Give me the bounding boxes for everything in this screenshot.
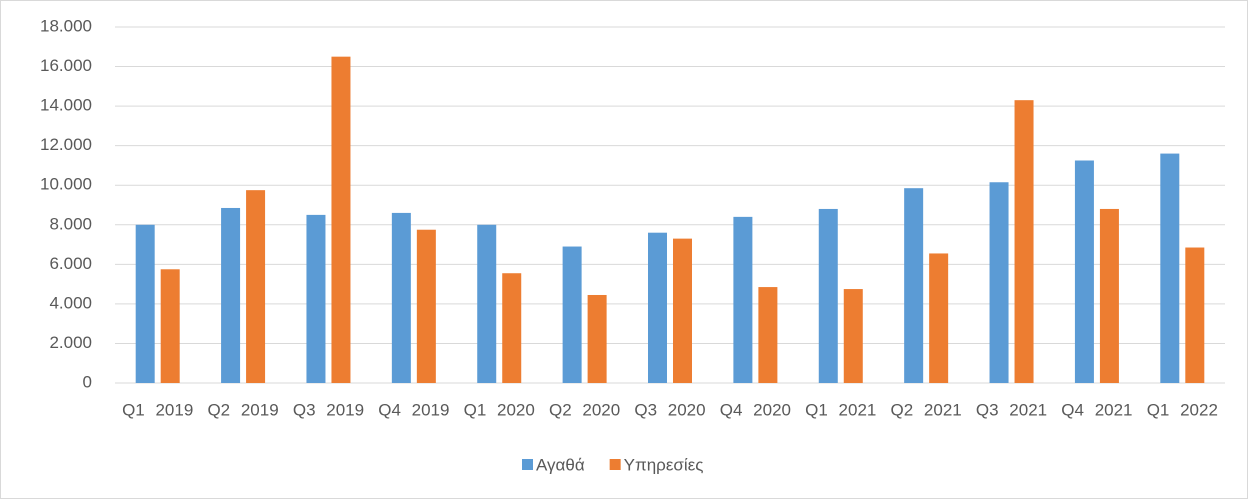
x-tick-label: Q1 2021 — [805, 400, 876, 419]
bar — [562, 246, 582, 383]
y-tick-label: 12.000 — [40, 135, 92, 154]
x-tick-label: Q1 2020 — [464, 400, 535, 419]
x-tick-label: Q4 2020 — [720, 400, 791, 419]
bar — [843, 289, 863, 383]
x-tick-label: Q3 2020 — [634, 400, 705, 419]
bar — [929, 253, 949, 383]
x-tick-label: Q2 2019 — [207, 400, 278, 419]
bar — [1074, 160, 1094, 383]
bar — [221, 207, 241, 383]
x-tick-label: Q3 2019 — [293, 400, 364, 419]
x-tick-label: Q2 2021 — [891, 400, 962, 419]
y-tick-label: 18.000 — [40, 16, 92, 35]
legend-label: Αγαθά — [536, 455, 585, 474]
bar — [818, 208, 838, 383]
bar — [306, 214, 326, 383]
x-tick-label: Q2 2020 — [549, 400, 620, 419]
bar — [502, 273, 522, 383]
bar — [477, 224, 497, 383]
y-tick-label: 8.000 — [49, 214, 92, 233]
bar — [135, 224, 155, 383]
x-tick-label: Q1 2019 — [122, 400, 193, 419]
y-tick-label: 6.000 — [49, 254, 92, 273]
bar — [1099, 208, 1119, 383]
bar — [904, 188, 924, 383]
bar — [989, 182, 1009, 383]
bar — [1160, 153, 1180, 383]
x-tick-label: Q3 2021 — [976, 400, 1047, 419]
y-tick-label: 10.000 — [40, 175, 92, 194]
bar — [648, 232, 667, 383]
bar — [758, 287, 778, 383]
y-tick-label: 16.000 — [40, 56, 92, 75]
bar — [391, 212, 411, 383]
legend-swatch — [522, 459, 533, 470]
legend-label: Υπηρεσίες — [624, 455, 704, 474]
bar — [1185, 247, 1205, 383]
y-tick-label: 4.000 — [49, 293, 92, 312]
bar — [246, 190, 266, 383]
bar — [587, 294, 607, 383]
bar — [331, 56, 351, 384]
bar — [160, 269, 180, 383]
bar — [673, 238, 692, 383]
x-tick-label: Q4 2021 — [1061, 400, 1132, 419]
bar — [416, 229, 436, 383]
x-tick-label: Q4 2019 — [378, 400, 449, 419]
bar — [1014, 100, 1034, 383]
y-tick-label: 14.000 — [40, 96, 92, 115]
legend-swatch — [609, 459, 621, 470]
y-tick-label: 2.000 — [49, 333, 92, 352]
x-tick-label: Q1 2022 — [1147, 400, 1218, 419]
bar — [733, 216, 753, 383]
y-tick-label: 0 — [83, 372, 92, 391]
